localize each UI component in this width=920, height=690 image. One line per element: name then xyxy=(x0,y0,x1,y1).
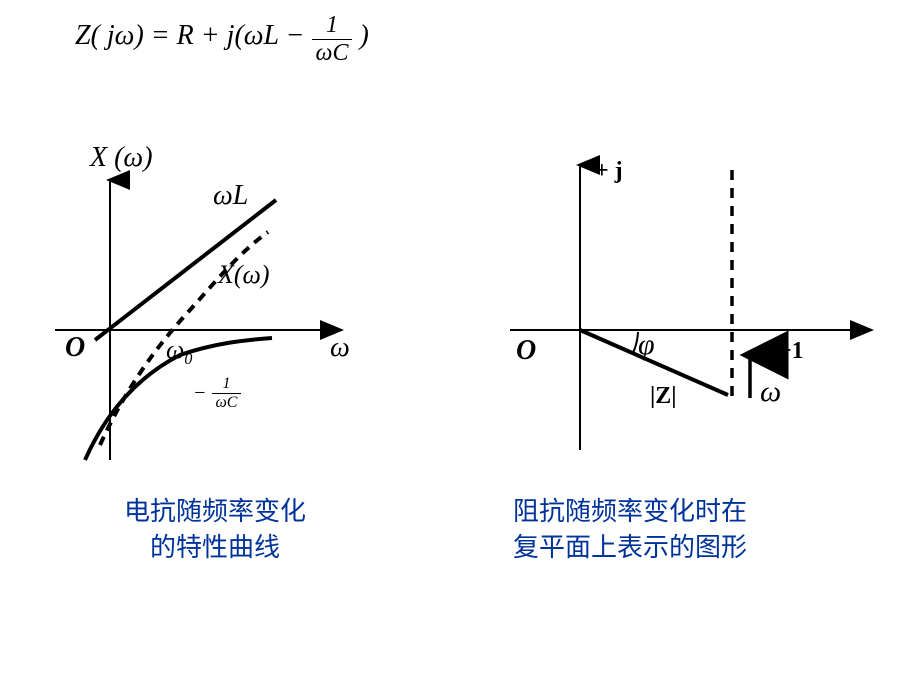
left-caption-line2: 的特性曲线 xyxy=(150,533,280,562)
omega-label: ω xyxy=(760,375,781,409)
eq-frac-num: 1 xyxy=(312,12,353,40)
left-yaxis-label: X (ω) xyxy=(90,142,153,174)
Zmag-label: |Z| xyxy=(650,383,677,410)
right-origin-label: O xyxy=(516,335,536,367)
plus-j-label: + j xyxy=(595,158,623,185)
wL-label: ωL xyxy=(213,180,248,212)
Xw-label: X(ω) xyxy=(218,260,270,290)
left-caption: 电抗随频率变化 的特性曲线 xyxy=(100,494,330,567)
eq-frac-den: ωC xyxy=(312,40,353,67)
left-caption-line1: 电抗随频率变化 xyxy=(124,497,306,526)
eq-lhs: Z( jω) = R + j(ωL − xyxy=(75,20,305,51)
minus-sign: − xyxy=(193,382,207,404)
impedance-equation: Z( jω) = R + j(ωL − 1 ωC ) xyxy=(75,10,369,65)
w0-sub: 0 xyxy=(184,351,192,368)
plus-1-label: +1 xyxy=(778,338,804,365)
w0-label: ω0 xyxy=(166,335,192,369)
phi-label: φ xyxy=(638,328,655,362)
right-caption: 阻抗随频率变化时在 复平面上表示的图形 xyxy=(480,494,780,567)
eq-fraction: 1 ωC xyxy=(312,12,353,67)
left-origin-label: O xyxy=(65,332,85,364)
w0-omega: ω xyxy=(166,335,184,364)
right-chart xyxy=(470,150,890,470)
eq-rparen: ) xyxy=(359,20,368,51)
negC-num: 1 xyxy=(212,375,242,394)
negC-fraction: 1 ωC xyxy=(212,375,242,412)
left-xaxis-label: ω xyxy=(330,332,350,364)
negC-den: ωC xyxy=(212,394,242,412)
right-caption-line2: 复平面上表示的图形 xyxy=(513,533,747,562)
right-caption-line1: 阻抗随频率变化时在 xyxy=(513,497,747,526)
negC-label: − 1 ωC xyxy=(193,375,241,412)
left-chart xyxy=(0,140,400,500)
